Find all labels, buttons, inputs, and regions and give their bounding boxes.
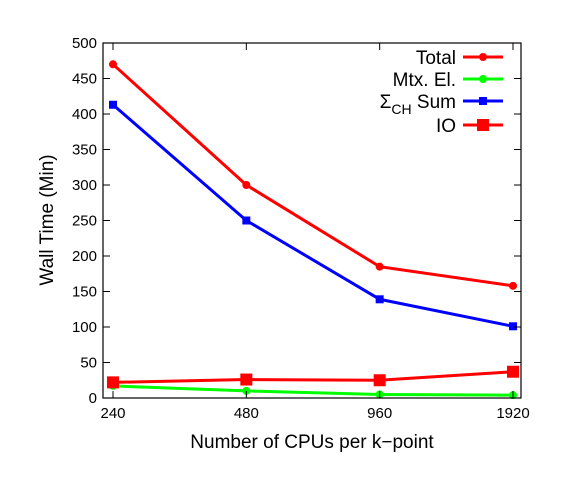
data-point <box>373 374 386 387</box>
x-tick-label: 240 <box>100 405 125 422</box>
x-tick-label: 960 <box>367 405 392 422</box>
data-point <box>375 295 384 304</box>
y-tick-label: 450 <box>72 71 97 88</box>
data-point <box>375 262 384 271</box>
y-tick-label: 300 <box>72 177 97 194</box>
x-tick-label: 1920 <box>496 405 529 422</box>
series-line <box>112 384 514 397</box>
y-tick-label: 200 <box>72 248 97 265</box>
legend-item: Mtx. El. <box>393 70 503 91</box>
data-point <box>509 281 517 290</box>
legend-marker <box>479 53 487 61</box>
series-line <box>112 103 514 328</box>
data-point <box>242 216 251 225</box>
data-point <box>109 100 117 109</box>
y-axis: 0 50 100 150 200 250 300 350 400 450 500 <box>72 35 521 407</box>
y-tick-label: 350 <box>72 142 97 159</box>
y-tick-label: 150 <box>72 284 97 301</box>
y-tick-label: 250 <box>72 213 97 230</box>
series-0 <box>109 60 517 290</box>
legend-marker <box>479 97 487 105</box>
legend-marker <box>477 119 489 131</box>
y-axis-title: Wall Time (Min) <box>37 154 58 285</box>
x-axis-title: Number of CPUs per k−point <box>190 432 434 453</box>
series-3 <box>107 365 519 389</box>
legend-item: Total <box>416 48 503 69</box>
x-axis: 240 480 960 1920 <box>100 43 530 422</box>
y-tick-label: 100 <box>72 319 97 336</box>
y-tick-label: 0 <box>89 390 97 407</box>
legend-label: IO <box>436 116 456 137</box>
legend-item: IO <box>436 116 503 137</box>
y-tick-label: 50 <box>80 355 97 372</box>
series-2 <box>109 100 517 331</box>
series-1 <box>109 381 517 400</box>
data-point <box>240 373 253 386</box>
plot-frame <box>102 42 522 399</box>
legend-marker <box>479 75 487 83</box>
data-point <box>242 181 251 189</box>
legend-label: Mtx. El. <box>393 70 456 91</box>
series-line <box>112 370 514 384</box>
y-tick-label: 400 <box>72 106 97 123</box>
data-point <box>509 322 517 331</box>
data-point <box>507 365 519 378</box>
legend-label: Total <box>416 48 456 69</box>
y-tick-label: 500 <box>72 35 97 52</box>
data-point <box>242 386 251 395</box>
series-layer <box>107 60 519 400</box>
series-line <box>111 63 514 288</box>
legend-item: ΣCH Sum <box>380 92 503 117</box>
data-point <box>107 376 119 389</box>
legend-label: ΣCH Sum <box>380 92 456 117</box>
x-tick-label: 480 <box>234 405 259 422</box>
data-point <box>109 60 117 69</box>
